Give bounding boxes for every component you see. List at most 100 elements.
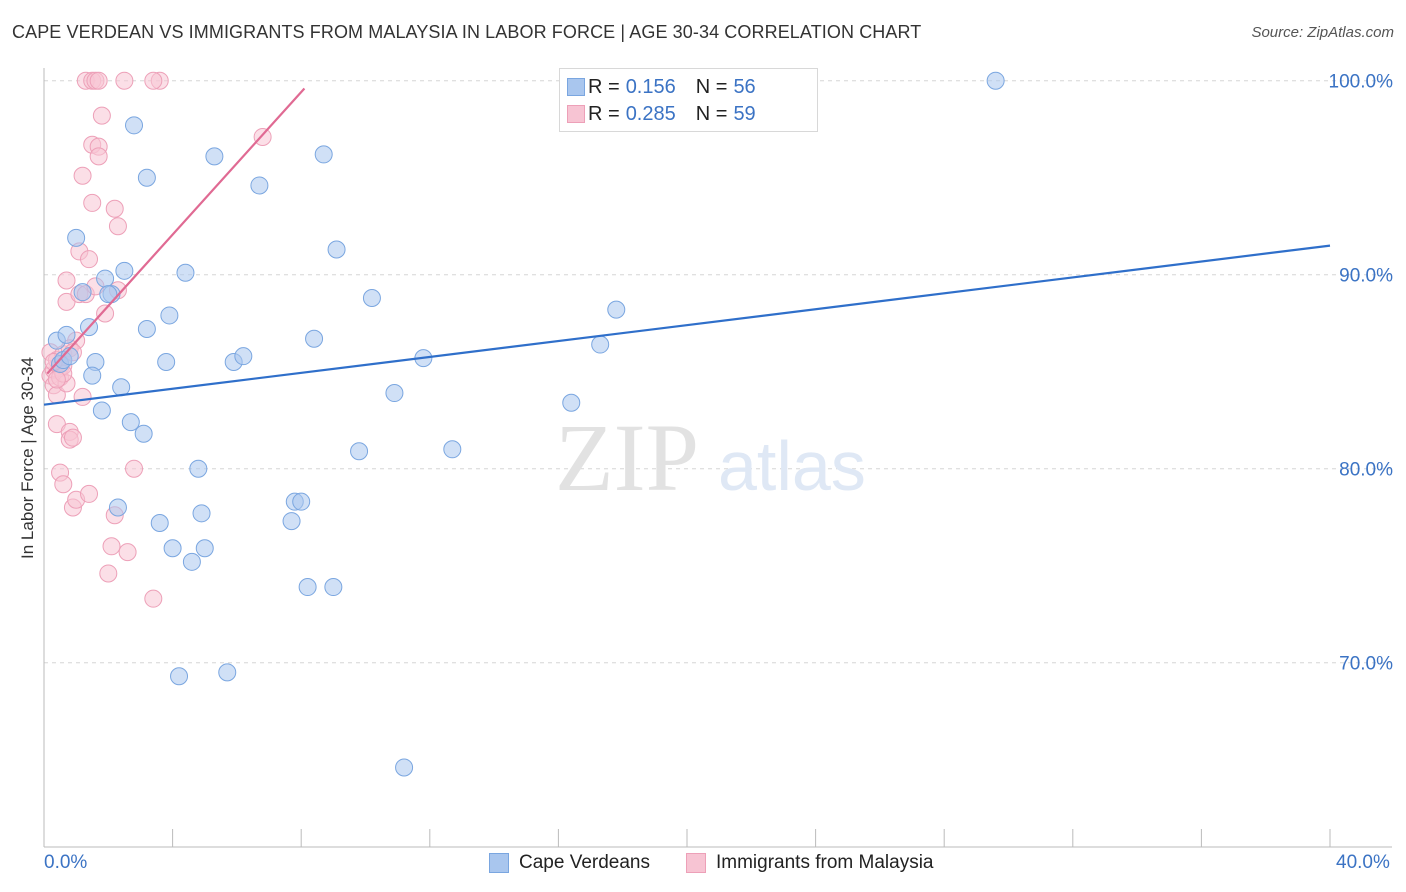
data-point: [350, 442, 369, 461]
data-point: [102, 537, 121, 556]
data-point: [607, 300, 626, 319]
data-point: [57, 325, 76, 344]
stats-legend-row-cape-verdeans: R = 0.156 N = 56: [567, 74, 756, 100]
data-point: [99, 564, 118, 583]
data-point: [137, 320, 156, 339]
data-point: [253, 127, 272, 146]
y-tick-label: 90.0%: [1339, 266, 1393, 287]
data-point: [89, 147, 108, 166]
n-value: 56: [733, 75, 756, 98]
data-point: [250, 176, 269, 195]
legend-item-cape-verdeans[interactable]: Cape Verdeans: [489, 852, 650, 874]
stats-legend: R = 0.156 N = 56 R = 0.285 N = 59: [559, 68, 818, 132]
watermark-zip: ZIP: [555, 404, 699, 511]
data-point: [80, 484, 99, 503]
legend-swatch-pink: [567, 105, 585, 123]
data-point: [63, 428, 82, 447]
data-point: [192, 504, 211, 523]
y-tick-label: 80.0%: [1339, 460, 1393, 481]
data-point: [150, 514, 169, 533]
data-point: [324, 578, 343, 597]
data-point: [591, 335, 610, 354]
data-point: [144, 71, 163, 90]
chart-title: CAPE VERDEAN VS IMMIGRANTS FROM MALAYSIA…: [12, 22, 922, 42]
data-point: [182, 552, 201, 571]
data-point: [83, 366, 102, 385]
data-point: [134, 424, 153, 443]
y-tick-label: 70.0%: [1339, 654, 1393, 675]
data-point: [115, 261, 134, 280]
data-point: [292, 492, 311, 511]
n-label: N =: [695, 75, 728, 98]
data-point: [105, 199, 124, 218]
legend-label: Immigrants from Malaysia: [716, 852, 934, 873]
watermark-atlas: atlas: [718, 427, 866, 505]
y-axis-label: In Labor Force | Age 30-34: [18, 357, 37, 559]
data-point: [96, 304, 115, 323]
data-point: [562, 393, 581, 412]
data-point: [218, 663, 237, 682]
data-point: [47, 370, 66, 389]
data-point: [170, 667, 189, 686]
data-point: [176, 263, 195, 282]
data-point: [234, 347, 253, 366]
data-point: [163, 539, 182, 558]
data-point: [125, 459, 144, 478]
data-point: [73, 387, 92, 406]
data-point: [362, 288, 381, 307]
data-point: [125, 116, 144, 135]
data-point: [89, 71, 108, 90]
data-point: [80, 250, 99, 269]
legend-swatch-blue: [489, 853, 509, 873]
data-point: [83, 193, 102, 212]
data-point: [67, 228, 86, 247]
data-point: [108, 217, 127, 236]
data-point: [73, 283, 92, 302]
data-point: [314, 145, 333, 164]
n-label: N =: [695, 102, 728, 125]
series-legend: Cape Verdeans Immigrants from Malaysia: [0, 850, 1406, 880]
legend-label: Cape Verdeans: [519, 852, 650, 873]
data-point: [385, 384, 404, 403]
data-point: [443, 440, 462, 459]
x-tick-label-min: 0.0%: [44, 852, 88, 873]
data-point: [327, 240, 346, 259]
data-point: [137, 168, 156, 187]
data-point: [395, 758, 414, 777]
x-tick-label-max: 40.0%: [1336, 852, 1390, 873]
y-tick-label: 100.0%: [1329, 72, 1394, 93]
data-point: [986, 71, 1005, 90]
legend-swatch-blue: [567, 78, 585, 96]
data-point: [92, 401, 111, 420]
data-point: [282, 512, 301, 531]
data-point: [118, 543, 137, 562]
data-point: [305, 329, 324, 348]
data-point: [205, 147, 224, 166]
legend-item-malaysia[interactable]: Immigrants from Malaysia: [686, 852, 934, 874]
data-point: [99, 285, 118, 304]
trend-line: [46, 87, 306, 375]
trend-line: [43, 244, 1331, 406]
data-point: [96, 269, 115, 288]
stats-legend-row-malaysia: R = 0.285 N = 59: [567, 101, 756, 127]
data-point: [108, 498, 127, 517]
data-point: [54, 475, 73, 494]
data-point: [298, 578, 317, 597]
data-point: [112, 378, 131, 397]
r-value: 0.156: [625, 75, 676, 98]
data-point: [57, 271, 76, 290]
data-point: [195, 539, 214, 558]
data-point: [157, 353, 176, 371]
data-point: [189, 459, 208, 478]
data-point: [160, 306, 179, 325]
r-label: R =: [588, 102, 620, 125]
data-point: [144, 589, 163, 608]
data-point: [73, 166, 92, 185]
r-label: R =: [588, 75, 620, 98]
chart-source: Source: ZipAtlas.com: [1251, 24, 1394, 41]
data-point: [121, 413, 140, 432]
r-value: 0.285: [625, 102, 676, 125]
data-point: [115, 71, 134, 90]
n-value: 59: [733, 102, 756, 125]
